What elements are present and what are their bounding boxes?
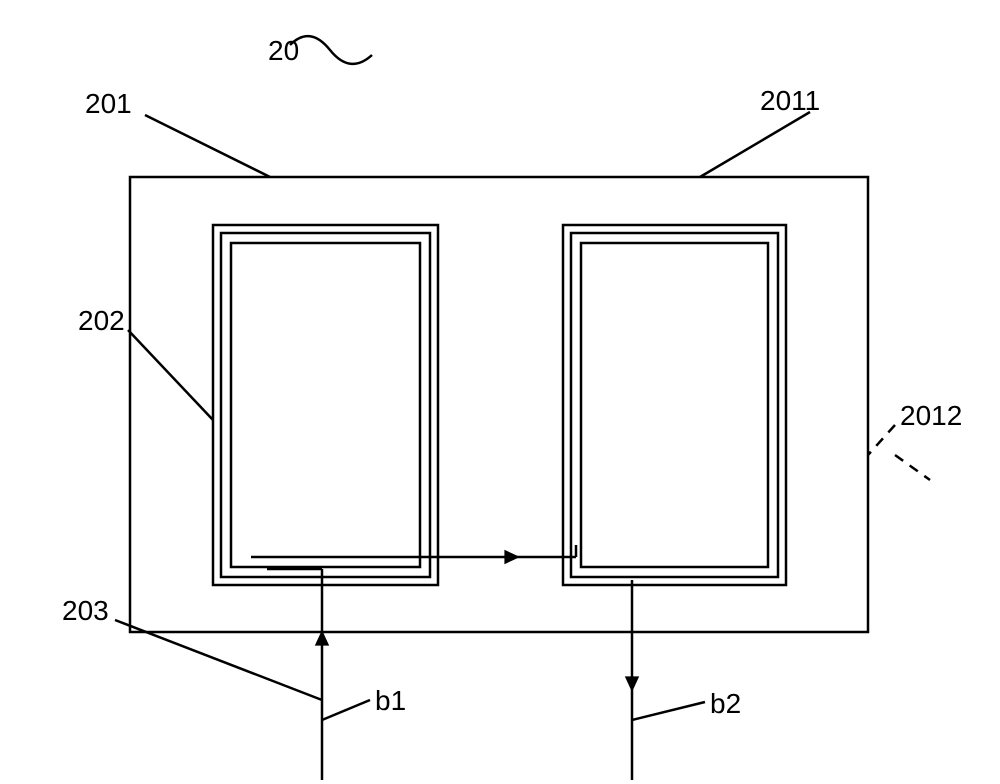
label-2012: 2012 [900,400,962,432]
label-20: 20 [268,35,299,67]
label-b2: b2 [710,688,741,720]
label-203: 203 [62,595,109,627]
schematic-diagram [0,0,1000,784]
label-2011: 2011 [760,85,820,117]
label-201: 201 [85,88,132,120]
label-202: 202 [78,305,125,337]
label-b1: b1 [375,685,406,717]
